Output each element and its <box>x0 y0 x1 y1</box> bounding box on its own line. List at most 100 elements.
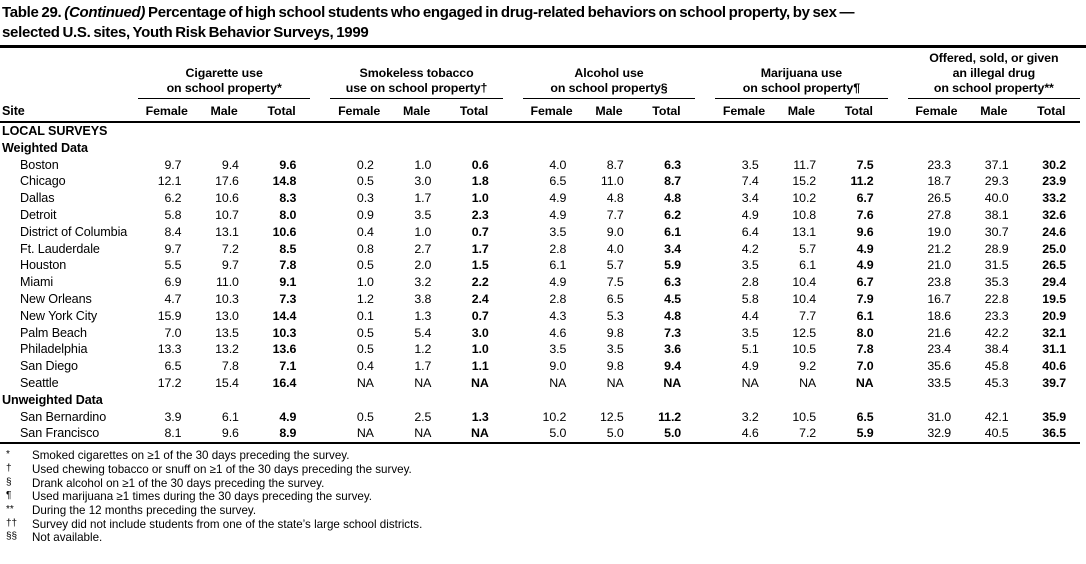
column-gap <box>695 207 715 224</box>
total-value-cell: 6.3 <box>664 275 682 290</box>
value-cell: 33.5 <box>927 375 952 390</box>
group-header-line: on school property** <box>933 81 1054 95</box>
value-cell: 40.5 <box>984 426 1009 441</box>
total-value-cell: 9.1 <box>279 275 297 290</box>
column-gap <box>310 375 330 392</box>
value-cell: 9.2 <box>799 359 817 374</box>
column-gap <box>695 425 715 443</box>
group-header-line: an illegal drug <box>952 66 1036 80</box>
column-gap <box>695 257 715 274</box>
value-cell: NA <box>414 426 432 441</box>
total-value-cell: 8.0 <box>856 325 874 340</box>
value-cell: 5.3 <box>606 308 624 323</box>
value-cell: 3.5 <box>741 258 759 273</box>
total-value-cell: 4.5 <box>664 291 682 306</box>
value-cell: 6.1 <box>799 258 817 273</box>
value-cell: 5.8 <box>741 291 759 306</box>
value-cell: 4.7 <box>164 291 182 306</box>
col-header-male: Male <box>195 98 253 123</box>
total-value-cell: 1.1 <box>471 359 489 374</box>
value-cell: 9.8 <box>606 325 624 340</box>
value-cell: NA <box>414 375 432 390</box>
value-cell: 2.0 <box>414 258 432 273</box>
group-header-cigarette-use: Cigarette use on school property* <box>138 51 311 99</box>
footnote-symbol: § <box>6 476 12 488</box>
title-line1: Percentage of high school students who e… <box>147 4 855 21</box>
value-cell: 4.3 <box>549 308 567 323</box>
column-gap <box>503 224 523 241</box>
value-cell: 23.3 <box>927 157 952 172</box>
group-header-row: Site Cigarette use on school property* S… <box>0 51 1080 123</box>
total-value-cell: 24.6 <box>1042 224 1066 239</box>
total-value-cell: 36.5 <box>1042 426 1066 441</box>
column-gap <box>695 308 715 325</box>
table-row: Miami 6.9 11.0 9.1 1.0 3.2 2.2 4.9 7.5 6.3 2.8 10.4… <box>0 274 1080 291</box>
total-value-cell: 5.9 <box>856 426 874 441</box>
total-value-cell: 8.7 <box>664 174 682 189</box>
total-value-cell: 9.6 <box>279 157 297 172</box>
value-cell: 38.4 <box>984 342 1009 357</box>
total-value-cell: 1.0 <box>471 342 489 357</box>
total-value-cell: 2.3 <box>471 207 489 222</box>
footnote-item: * Smoked cigarettes on ≥1 of the 30 days … <box>0 449 1086 463</box>
total-value-cell: 7.1 <box>279 359 297 374</box>
column-gap <box>888 425 908 443</box>
column-gap <box>888 173 908 190</box>
value-cell: NA <box>799 375 817 390</box>
value-cell: 0.1 <box>356 308 374 323</box>
value-cell: 4.4 <box>741 308 759 323</box>
total-value-cell: 32.1 <box>1042 325 1066 340</box>
value-cell: 35.6 <box>927 359 952 374</box>
table-row: Philadelphia 13.3 13.2 13.6 0.5 1.2 1.0 3.5 3.5 3… <box>0 341 1080 358</box>
value-cell: 15.2 <box>792 174 817 189</box>
footnote-symbol: †† <box>6 517 18 529</box>
col-header-male: Male <box>965 98 1023 123</box>
column-gap <box>503 274 523 291</box>
title-rule <box>0 45 1086 48</box>
total-value-cell: 7.8 <box>279 258 297 273</box>
value-cell: 10.4 <box>792 275 817 290</box>
value-cell: 0.5 <box>356 342 374 357</box>
column-gap <box>503 308 523 325</box>
value-cell: 15.9 <box>157 308 182 323</box>
value-cell: 23.4 <box>927 342 952 357</box>
value-cell: 37.1 <box>984 157 1009 172</box>
section-row: LOCAL SURVEYS <box>0 122 1080 140</box>
column-gap <box>695 375 715 392</box>
column-gap <box>888 325 908 342</box>
total-value-cell: 6.1 <box>856 308 874 323</box>
total-value-cell: 1.7 <box>471 241 489 256</box>
total-value-cell: 8.0 <box>279 207 297 222</box>
total-value-cell: 11.2 <box>658 409 682 424</box>
group-header-line: use on school property† <box>345 81 488 95</box>
column-gap <box>503 257 523 274</box>
table-row: San Francisco 8.1 9.6 8.9 NA NA NA 5.0 5.0 5.0 4.6… <box>0 425 1080 443</box>
total-value-cell: 7.6 <box>856 207 874 222</box>
value-cell: 5.5 <box>164 258 182 273</box>
column-gap <box>310 274 330 291</box>
table-title: Table 29. (Continued) Percentage of high… <box>0 3 1086 43</box>
value-cell: 4.8 <box>606 191 624 206</box>
value-cell: 3.0 <box>414 174 432 189</box>
column-gap <box>888 341 908 358</box>
column-gap <box>503 173 523 190</box>
group-header-line: Alcohol use <box>574 66 644 80</box>
section-row: Weighted Data <box>0 140 1080 157</box>
site-cell: Boston <box>20 157 59 172</box>
value-cell: 0.4 <box>356 224 374 239</box>
value-cell: 10.5 <box>792 342 817 357</box>
value-cell: NA <box>549 375 567 390</box>
value-cell: 21.6 <box>927 325 952 340</box>
column-gap <box>310 341 330 358</box>
column-gap <box>310 98 331 123</box>
value-cell: 4.6 <box>549 325 567 340</box>
value-cell: 13.5 <box>215 325 239 340</box>
page: Table 29. (Continued) Percentage of high… <box>0 3 1086 545</box>
value-cell: 7.0 <box>164 325 182 340</box>
value-cell: 6.1 <box>221 409 239 424</box>
site-cell: Dallas <box>20 191 55 206</box>
footnote-item: §§ Not available. <box>0 531 1086 545</box>
value-cell: 3.5 <box>549 224 567 239</box>
value-cell: 5.1 <box>741 342 759 357</box>
column-gap <box>888 308 908 325</box>
